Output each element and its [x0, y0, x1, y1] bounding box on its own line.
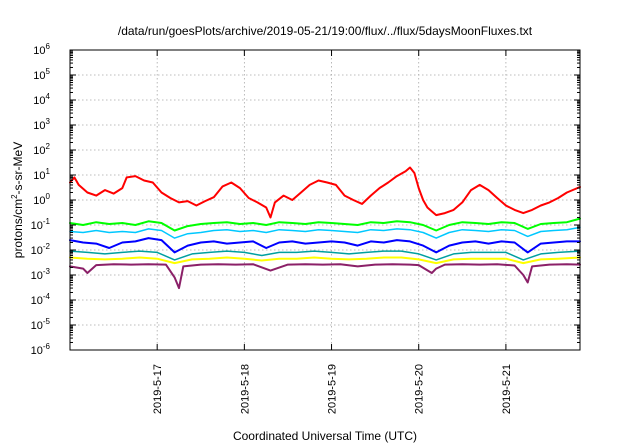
series-line-2 [69, 217, 581, 232]
x-axis-label: Coordinated Universal Time (UTC) [233, 429, 417, 443]
y-tick-label: 10-4 [31, 292, 51, 307]
y-tick-label: 103 [33, 117, 50, 132]
y-tick-label: 10-1 [31, 217, 51, 232]
y-tick-label: 102 [33, 142, 50, 157]
series-line-6 [69, 256, 581, 265]
chart-title: /data/run/goesPlots/archive/2019-05-21/1… [118, 24, 533, 38]
x-tick-label: 2019-5-20 [414, 364, 426, 414]
series-line-3 [69, 226, 581, 239]
series-line-1 [69, 166, 581, 219]
series-line-5 [69, 250, 581, 261]
y-tick-label: 100 [33, 192, 50, 207]
x-tick-label: 2019-5-17 [152, 364, 164, 414]
x-axis-ticks: 2019-5-17 2019-5-18 2019-5-19 2019-5-20 2019… [152, 50, 513, 414]
y-axis-label-prefix: protons/cm [11, 199, 25, 258]
y-tick-label: 10-2 [31, 242, 51, 257]
x-tick-label: 2019-5-19 [327, 364, 339, 414]
y-axis-label-exponent: 2 [10, 194, 19, 199]
series-line-7 [69, 263, 581, 290]
series-layer [69, 166, 581, 290]
y-tick-label: 10-6 [31, 342, 51, 357]
y-tick-label: 10-5 [31, 317, 51, 332]
series-line-4 [69, 237, 581, 254]
y-axis-ticks: 10-6 10-5 10-4 10-3 10-2 10-1 100 101 102 103 104 1… [31, 42, 580, 357]
y-axis-label-suffix: -s-sr-MeV [11, 142, 25, 195]
y-tick-label: 105 [33, 67, 50, 82]
y-tick-label: 104 [33, 92, 50, 107]
grid [70, 50, 580, 350]
y-axis-label: protons/cm2-s-sr-MeV [10, 142, 25, 258]
y-tick-label: 10-3 [31, 267, 51, 282]
x-tick-label: 2019-5-18 [239, 364, 251, 414]
y-tick-label: 101 [33, 167, 50, 182]
y-tick-label: 106 [33, 42, 50, 57]
x-tick-label: 2019-5-21 [501, 364, 513, 414]
